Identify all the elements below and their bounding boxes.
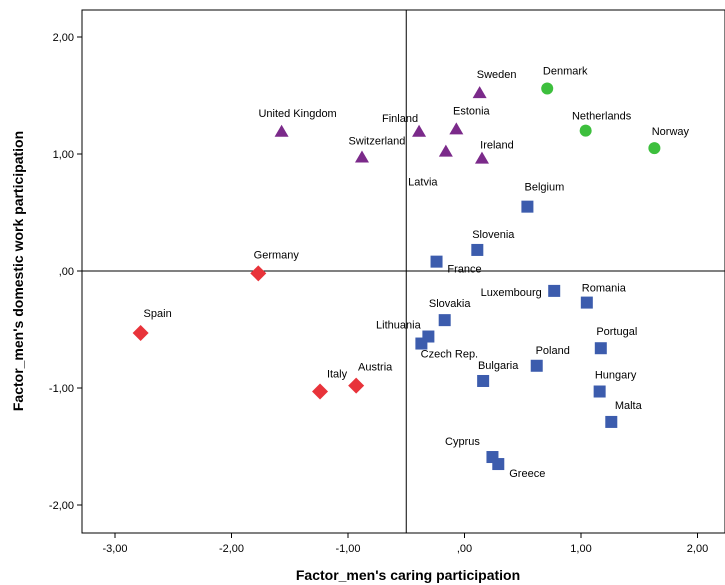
point-label-portugal: Portugal — [596, 326, 637, 338]
marker-bulgaria — [477, 374, 490, 387]
marker-slovakia — [438, 314, 451, 327]
point-label-lithuania: Lithuania — [376, 320, 422, 332]
marker-romania — [580, 296, 593, 309]
point-label-greece: Greece — [509, 468, 545, 480]
marker-ireland — [474, 151, 489, 164]
marker-hungary — [593, 385, 606, 398]
marker-czech-rep — [415, 337, 428, 350]
point-labels: Sweden United Kingdom Finland Estonia Switze… — [144, 65, 690, 480]
point-label-bulgaria: Bulgaria — [478, 360, 519, 372]
point-label-latvia: Latvia — [408, 177, 438, 189]
marker-spain — [132, 325, 149, 342]
marker-estonia — [449, 122, 464, 135]
marker-slovenia — [471, 243, 484, 256]
point-label-austria: Austria — [358, 362, 393, 374]
marker-germany — [250, 265, 267, 282]
point-label-romania: Romania — [582, 283, 627, 295]
y-tick-label: -1,00 — [49, 383, 74, 395]
x-tick-label: 2,00 — [687, 543, 708, 555]
point-label-finland: Finland — [382, 113, 418, 125]
point-label-netherlands: Netherlands — [572, 111, 632, 123]
point-label-ireland: Ireland — [480, 140, 514, 152]
x-tick-label: ,00 — [457, 543, 472, 555]
point-label-germany: Germany — [254, 249, 300, 261]
marker-italy — [312, 383, 329, 400]
point-label-slovakia: Slovakia — [429, 298, 471, 310]
marker-finland — [412, 124, 427, 137]
x-axis-title: Factor_men's caring participation — [296, 567, 520, 583]
marker-greece — [492, 458, 505, 471]
point-label-united-kingdom: United Kingdom — [258, 108, 336, 120]
marker-latvia — [438, 144, 453, 157]
marker-switzerland — [354, 150, 369, 163]
point-label-norway: Norway — [652, 126, 690, 138]
x-axis-ticks: -3,00 -2,00 -1,00 ,00 1,00 2,00 — [102, 533, 708, 555]
reference-lines — [82, 10, 725, 533]
marker-sweden — [472, 86, 487, 99]
point-label-france: France — [447, 264, 481, 276]
point-label-spain: Spain — [144, 308, 172, 320]
point-label-czech-rep: Czech Rep. — [421, 349, 478, 361]
marker-luxembourg — [548, 284, 561, 297]
point-label-italy: Italy — [327, 369, 348, 381]
y-tick-label: -2,00 — [49, 500, 74, 512]
x-tick-label: 1,00 — [570, 543, 591, 555]
point-label-poland: Poland — [536, 345, 570, 357]
point-label-switzerland: Switzerland — [349, 136, 406, 148]
x-tick-label: -3,00 — [102, 543, 127, 555]
point-label-cyprus: Cyprus — [445, 436, 480, 448]
x-tick-label: -1,00 — [335, 543, 360, 555]
marker-netherlands — [579, 124, 592, 137]
point-label-hungary: Hungary — [595, 370, 637, 382]
y-tick-label: ,00 — [59, 266, 74, 278]
marker-norway — [648, 142, 661, 155]
marker-malta — [605, 415, 618, 428]
point-label-malta: Malta — [615, 400, 643, 412]
y-tick-label: 1,00 — [53, 149, 74, 161]
y-axis-ticks: -2,00 -1,00 ,00 1,00 2,00 — [49, 32, 82, 512]
point-label-slovenia: Slovenia — [472, 229, 515, 241]
y-tick-label: 2,00 — [53, 32, 74, 44]
data-markers — [132, 82, 661, 471]
marker-poland — [530, 359, 543, 372]
point-label-belgium: Belgium — [525, 182, 565, 194]
point-label-sweden: Sweden — [477, 69, 517, 81]
point-label-estonia: Estonia — [453, 105, 491, 117]
marker-austria — [348, 377, 365, 394]
marker-france — [430, 255, 443, 268]
point-label-luxembourg: Luxembourg — [481, 287, 542, 299]
x-tick-label: -2,00 — [219, 543, 244, 555]
marker-portugal — [594, 342, 607, 355]
point-label-denmark: Denmark — [543, 65, 588, 77]
marker-united-kingdom — [274, 124, 289, 137]
marker-denmark — [541, 82, 554, 95]
marker-belgium — [521, 200, 534, 213]
y-axis-title: Factor_men's domestic work participation — [10, 131, 26, 411]
